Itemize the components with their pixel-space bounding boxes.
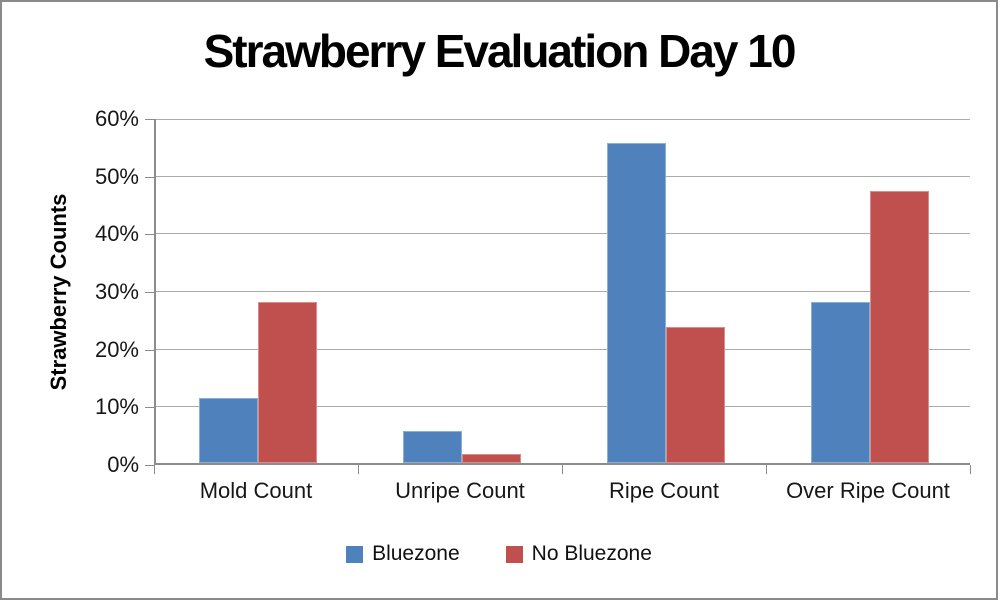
y-tick-mark (145, 350, 154, 351)
legend-color-swatch-no-bluezone (505, 545, 523, 563)
plot-area (154, 119, 970, 465)
y-tick-mark (145, 119, 154, 120)
y-tick-label: 10% (94, 394, 139, 419)
y-tick-label: 0% (107, 452, 139, 477)
x-tick-mark (766, 465, 767, 474)
legend-label-no-bluezone: No Bluezone (531, 542, 652, 565)
legend-item-bluezone: Bluezone (346, 543, 460, 565)
y-tick-mark (145, 465, 154, 466)
bar-bluezone-over-ripe-count (811, 302, 870, 463)
gridline-30 (156, 291, 970, 292)
legend-item-no-bluezone: No Bluezone (505, 542, 652, 565)
x-axis-label-unripe-count: Unripe Count (395, 478, 525, 503)
y-tick-mark (145, 407, 154, 408)
y-tick-mark (145, 234, 154, 235)
y-tick-label: 40% (94, 221, 139, 246)
y-tick-label: 20% (94, 337, 139, 362)
y-tick-label: 30% (94, 279, 139, 304)
y-tick-mark (145, 292, 154, 293)
x-tick-mark (562, 465, 563, 474)
bar-bluezone-unripe-count (403, 431, 462, 463)
gridline-50 (156, 176, 970, 177)
bar-no-bluezone-unripe-count (462, 454, 521, 463)
bar-no-bluezone-ripe-count (666, 327, 725, 463)
bar-no-bluezone-over-ripe-count (870, 191, 929, 463)
bar-no-bluezone-mold-count (258, 302, 317, 463)
chart-title: Strawberry Evaluation Day 10 (203, 25, 797, 77)
legend-label-bluezone: Bluezone (372, 542, 460, 565)
x-tick-mark (970, 465, 971, 474)
bar-bluezone-ripe-count (607, 143, 666, 463)
legend-color-swatch-bluezone (346, 545, 364, 563)
y-tick-mark (145, 177, 154, 178)
gridline-20 (156, 349, 970, 350)
x-axis-label-ripe-count: Ripe Count (608, 478, 720, 503)
gridline-40 (156, 233, 970, 234)
gridline-60 (156, 119, 970, 120)
legend: Bluezone No Bluezone (2, 543, 996, 565)
y-tick-label: 50% (94, 164, 139, 189)
gridline-10 (156, 406, 970, 407)
x-tick-mark (358, 465, 359, 474)
x-axis-label-over-ripe-count: Over Ripe Count (786, 478, 950, 503)
x-tick-mark (154, 465, 155, 474)
y-tick-label: 60% (94, 106, 139, 131)
bar-bluezone-mold-count (199, 398, 258, 463)
x-axis-label-mold-count: Mold Count (199, 478, 313, 503)
